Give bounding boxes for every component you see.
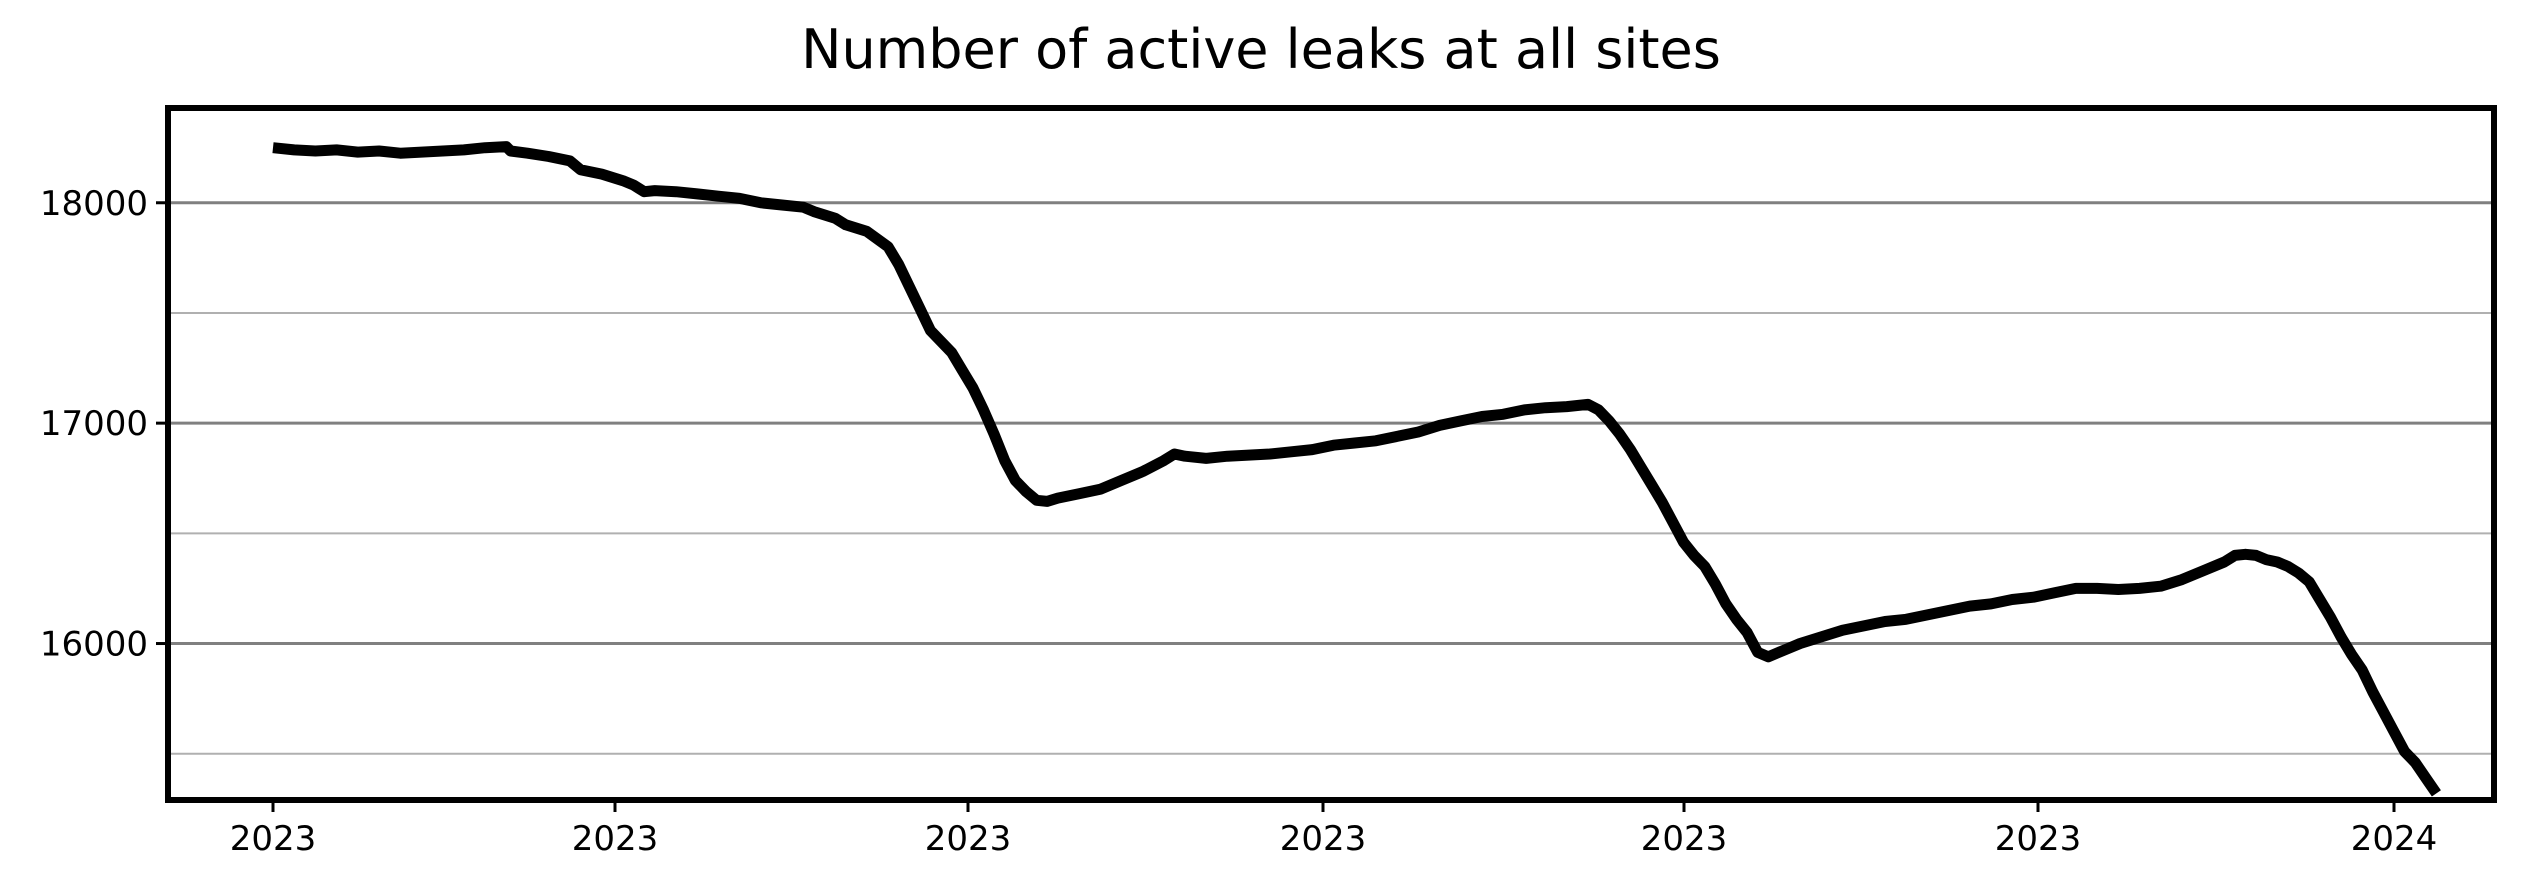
x-axis: 2023 2023 2023 2023 2023 2023 2024: [230, 800, 2438, 859]
x-tick-label-2: 2023: [925, 819, 1012, 859]
y-tick-label-4: 16000: [40, 625, 148, 665]
chart-title: Number of active leaks at all sites: [801, 18, 1721, 81]
series-layer: [272, 141, 2441, 797]
x-tick-label-1: 2023: [572, 819, 659, 859]
series-line-0: [272, 141, 2441, 797]
y-tick-label-0: 18000: [40, 184, 148, 224]
x-tick-label-5: 2023: [1995, 819, 2082, 859]
y-axis: 18000 17000 16000: [40, 184, 168, 665]
x-tick-label-0: 2023: [230, 819, 317, 859]
plot-frame: [165, 105, 2497, 803]
x-tick-label-6: 2024: [2351, 819, 2438, 859]
x-tick-label-4: 2023: [1641, 819, 1728, 859]
x-tick-label-3: 2023: [1280, 819, 1367, 859]
gridlines: [168, 201, 2494, 755]
y-tick-label-2: 17000: [40, 404, 148, 444]
